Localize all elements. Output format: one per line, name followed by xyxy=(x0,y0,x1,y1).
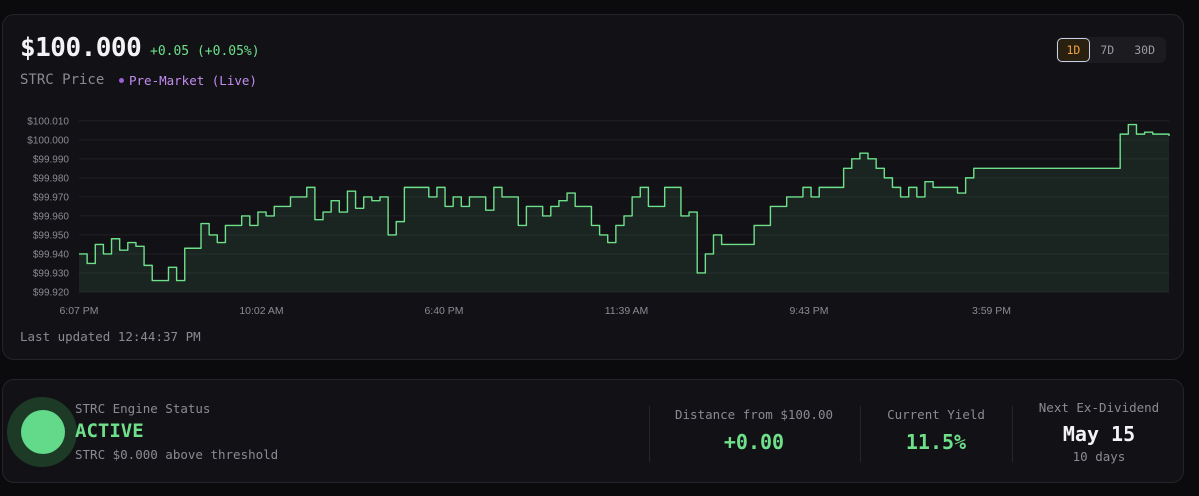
distance-stat: Distance from $100.00 +0.00 xyxy=(649,380,859,484)
y-tick-label: $99.980 xyxy=(33,173,70,184)
ex-dividend-countdown: 10 days xyxy=(1072,449,1126,464)
y-tick-label: $99.920 xyxy=(33,288,70,299)
x-tick-label: 9:43 PM xyxy=(789,305,828,315)
x-tick-label: 10:02 AM xyxy=(239,305,283,315)
y-tick-label: $99.970 xyxy=(33,192,70,203)
ticker-label: STRC Price xyxy=(20,72,105,88)
last-updated: Last updated 12:44:37 PM xyxy=(20,329,201,344)
range-selector: 1D 7D 30D xyxy=(1055,37,1166,63)
series-area xyxy=(79,124,1169,292)
y-tick-label: $99.990 xyxy=(33,154,70,165)
y-tick-label: $100.010 xyxy=(27,116,69,127)
x-tick-label: 6:40 PM xyxy=(424,305,463,315)
yield-value: 11.5% xyxy=(905,430,967,454)
session-indicator: Pre-Market (Live) xyxy=(119,73,257,88)
ex-dividend-date: May 15 xyxy=(1062,422,1136,446)
live-dot-icon xyxy=(119,78,124,83)
engine-status-detail: STRC $0.000 above threshold xyxy=(75,447,279,462)
range-30d-button[interactable]: 30D xyxy=(1125,39,1164,61)
x-tick-label: 3:59 PM xyxy=(972,305,1011,315)
yield-label: Current Yield xyxy=(887,407,985,422)
price-change: +0.05 (+0.05%) xyxy=(150,44,260,59)
stat-divider xyxy=(1012,406,1013,462)
ex-dividend-stat: Next Ex-Dividend May 15 10 days xyxy=(1013,380,1185,484)
distance-label: Distance from $100.00 xyxy=(674,407,834,422)
price-chart: $100.010 $100.000 $99.990 $99.980 $99.970 $99… xyxy=(27,116,1170,315)
range-7d-button[interactable]: 7D xyxy=(1091,39,1123,61)
distance-value: +0.00 xyxy=(723,430,785,454)
ex-dividend-label: Next Ex-Dividend xyxy=(1038,400,1160,415)
y-tick-label: $99.960 xyxy=(33,211,70,222)
y-tick-label: $99.940 xyxy=(33,249,70,260)
series-line xyxy=(79,123,1170,282)
y-tick-label: $99.930 xyxy=(33,268,70,279)
x-tick-label: 6:07 PM xyxy=(59,305,98,315)
y-tick-label: $100.000 xyxy=(27,135,69,146)
session-label: Pre-Market (Live) xyxy=(129,73,257,88)
x-tick-label: 11:39 AM xyxy=(605,305,649,315)
price-card: $100.000 +0.05 (+0.05%) STRC Price Pre-M… xyxy=(2,14,1184,360)
status-card: STRC Engine Status ACTIVE STRC $0.000 ab… xyxy=(2,379,1184,483)
range-1d-button[interactable]: 1D xyxy=(1057,39,1090,61)
y-tick-label: $99.950 xyxy=(33,230,70,241)
engine-status-indicator-icon xyxy=(21,410,65,454)
stat-divider xyxy=(649,406,650,462)
current-price: $100.000 xyxy=(20,33,142,63)
yield-stat: Current Yield 11.5% xyxy=(861,380,1011,484)
engine-status-label: STRC Engine Status xyxy=(75,401,211,416)
stat-divider xyxy=(860,406,861,462)
engine-status-value: ACTIVE xyxy=(75,420,144,442)
